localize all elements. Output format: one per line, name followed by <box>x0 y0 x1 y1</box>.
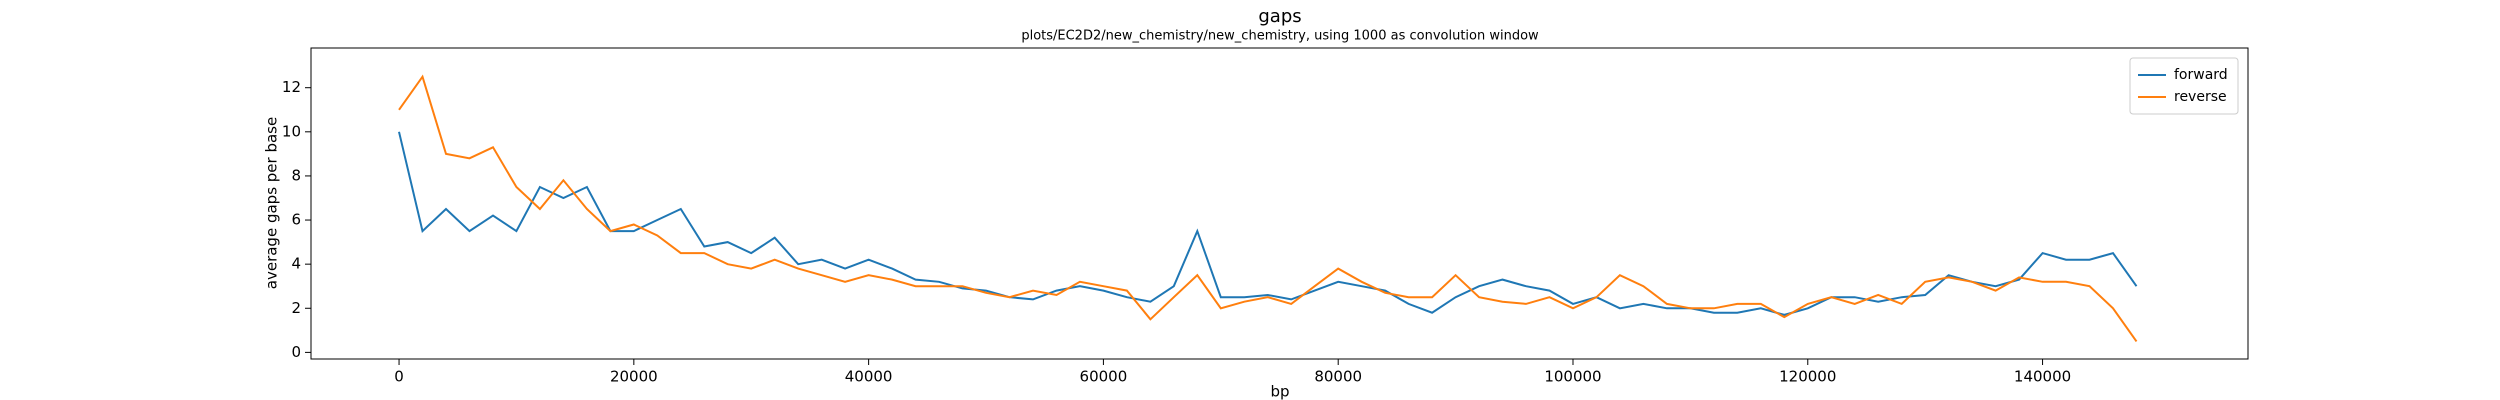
x-tick-label: 0 <box>394 368 404 386</box>
series-line <box>398 74 2138 342</box>
x-tick-label: 20000 <box>610 368 658 386</box>
y-tick-label: 8 <box>291 166 301 184</box>
x-tick-label: 140000 <box>2014 368 2071 386</box>
y-tick-label: 4 <box>291 255 301 273</box>
x-tick-label: 60000 <box>1080 368 1128 386</box>
x-axis-label: bp <box>1270 383 1289 400</box>
x-tick-label: 120000 <box>1779 368 1836 386</box>
legend-box <box>2129 57 2239 115</box>
y-tick-label: 2 <box>291 299 301 317</box>
y-tick-label: 6 <box>291 211 301 229</box>
x-tick-label: 80000 <box>1314 368 1362 386</box>
series-line <box>398 131 2138 316</box>
chart-subtitle: plots/EC2D2/new_chemistry/new_chemistry,… <box>1021 29 1539 44</box>
y-tick-label: 10 <box>282 122 301 140</box>
chart-title: gaps <box>1258 6 1301 27</box>
y-axis-label: average gaps per base <box>263 117 281 289</box>
y-tick-label: 0 <box>291 343 301 361</box>
legend: forward reverse <box>2129 57 2239 115</box>
x-tick-label: 40000 <box>845 368 893 386</box>
plot-frame <box>310 47 2249 360</box>
y-tick-label: 12 <box>282 78 301 96</box>
x-tick-label: 100000 <box>1544 368 1601 386</box>
legend-label: reverse <box>2174 89 2227 105</box>
legend-label: forward <box>2174 67 2228 83</box>
